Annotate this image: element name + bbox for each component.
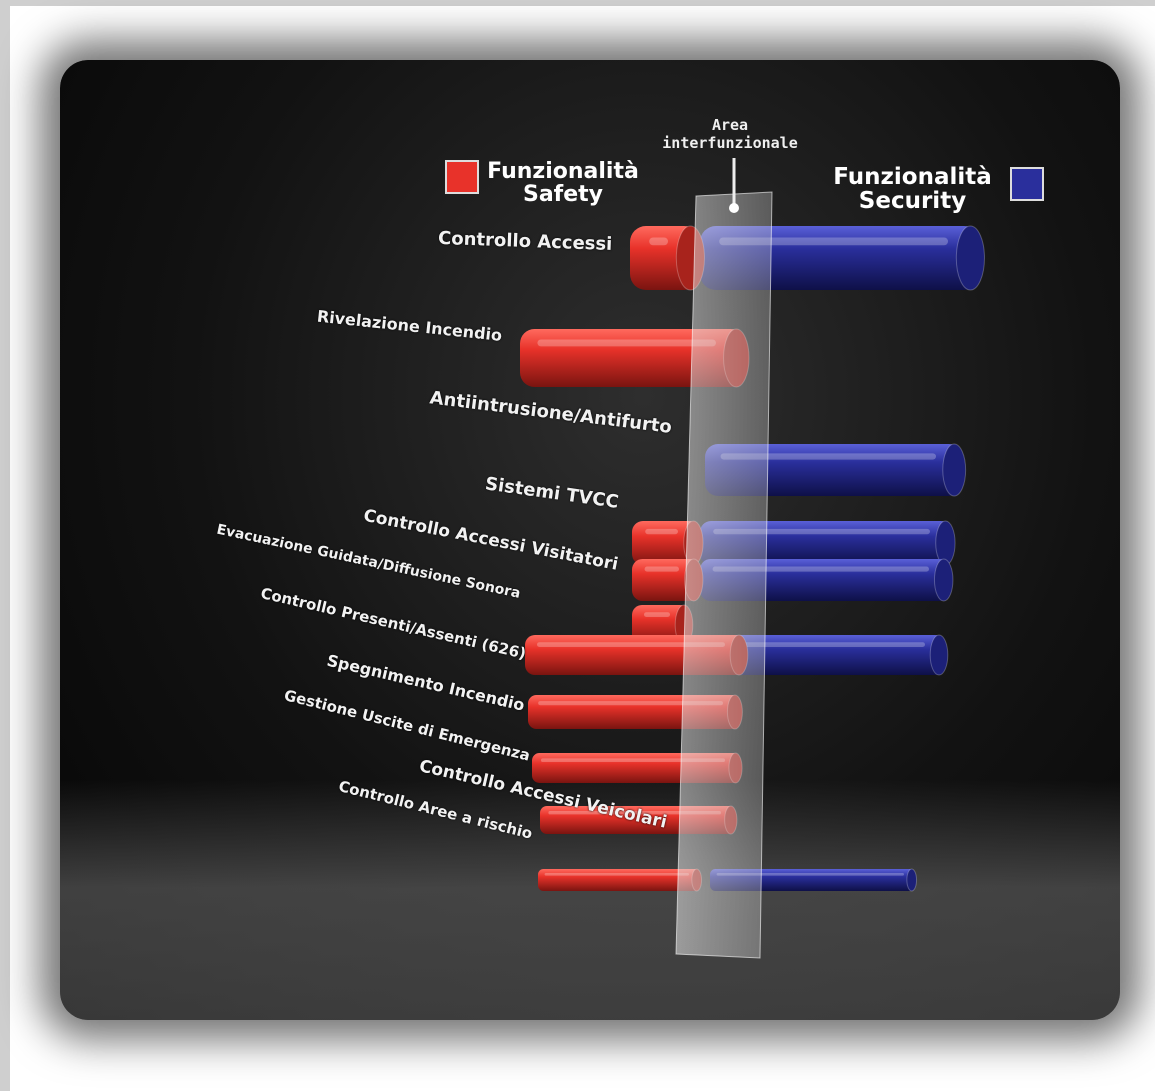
- safety-bar-10: [538, 868, 703, 892]
- safety-legend-line2: Safety: [522, 182, 604, 208]
- frame-left: [0, 0, 10, 1091]
- security-legend-line2: Security: [858, 188, 967, 215]
- frame-top: [0, 0, 1155, 6]
- area-legend-line1: Area: [711, 116, 749, 134]
- security-legend-line1: Funzionalità: [833, 164, 992, 190]
- safety-legend: Funzionalità Safety: [478, 160, 648, 206]
- area-legend: Area interfunzionale: [640, 116, 820, 152]
- safety-swatch: [445, 160, 479, 194]
- interfunctional-area-pane: [675, 191, 773, 959]
- area-legend-line2: interfunzionale: [662, 134, 798, 152]
- safety-legend-line1: Funzionalità: [487, 159, 639, 184]
- security-legend: Funzionalità Security: [820, 165, 1005, 213]
- area-pointer-dot: [729, 203, 739, 213]
- security-swatch: [1010, 167, 1044, 201]
- security-bar-2: [705, 443, 967, 497]
